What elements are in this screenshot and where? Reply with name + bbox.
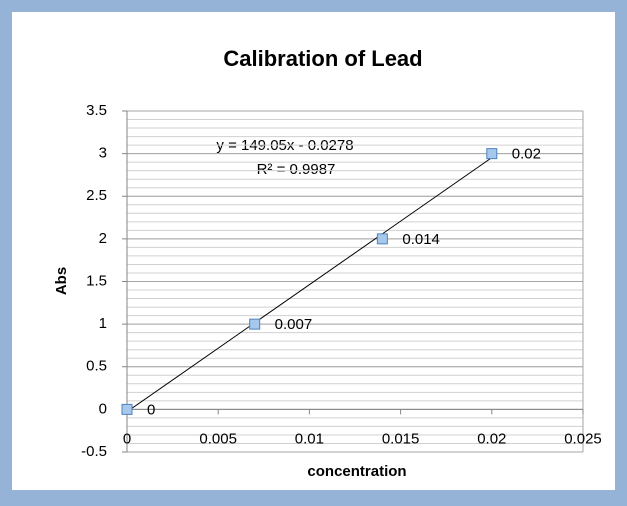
trendline: [126, 157, 493, 413]
y-tick-label: 3: [99, 145, 107, 162]
y-tick-label: 1: [99, 315, 107, 332]
x-axis-title: concentration: [307, 463, 406, 480]
y-tick-label: 2.5: [86, 187, 107, 204]
chart-area: [12, 12, 615, 490]
x-tick-label: 0: [123, 430, 131, 447]
x-tick-label: 0.005: [199, 430, 237, 447]
data-label: 0.014: [402, 231, 440, 248]
marker: [376, 233, 388, 245]
data-label: 0.007: [275, 316, 313, 333]
x-tick-label: 0.01: [295, 430, 324, 447]
x-tick-label: 0.02: [477, 430, 506, 447]
x-tick-label: 0.025: [564, 430, 602, 447]
y-tick-label: -0.5: [81, 443, 107, 460]
x-tick-label: 0.015: [382, 430, 420, 447]
y-tick-label: 3.5: [86, 102, 107, 119]
marker: [121, 403, 133, 415]
y-tick-label: 2: [99, 230, 107, 247]
y-tick-label: 0.5: [86, 358, 107, 375]
marker: [486, 148, 498, 160]
trendline-r2: R² = 0.9987: [257, 161, 336, 178]
y-tick-label: 0: [99, 400, 107, 417]
data-label: 0.02: [512, 146, 541, 163]
chart-title: Calibration of Lead: [223, 46, 422, 71]
y-tick-label: 1.5: [86, 272, 107, 289]
data-label: 0: [147, 401, 155, 418]
y-axis-title: Abs: [53, 267, 70, 295]
marker: [249, 318, 261, 330]
